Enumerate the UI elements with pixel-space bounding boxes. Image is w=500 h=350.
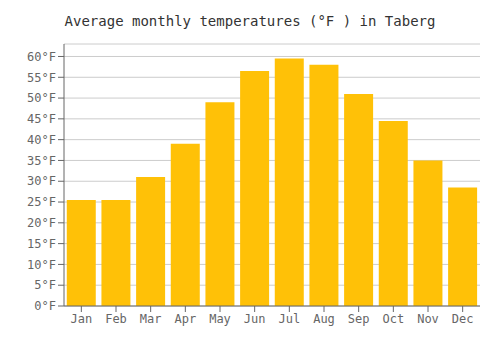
svg-text:Jan: Jan: [70, 312, 92, 326]
svg-text:Oct: Oct: [382, 312, 404, 326]
svg-text:30°F: 30°F: [27, 174, 56, 188]
svg-text:10°F: 10°F: [27, 258, 56, 272]
svg-text:15°F: 15°F: [27, 237, 56, 251]
svg-text:60°F: 60°F: [27, 50, 56, 64]
svg-text:Apr: Apr: [174, 312, 196, 326]
svg-text:55°F: 55°F: [27, 71, 56, 85]
svg-text:45°F: 45°F: [27, 112, 56, 126]
svg-text:40°F: 40°F: [27, 133, 56, 147]
svg-text:Mar: Mar: [140, 312, 162, 326]
svg-text:Aug: Aug: [313, 312, 335, 326]
svg-text:Jul: Jul: [278, 312, 300, 326]
svg-text:May: May: [209, 312, 231, 326]
svg-text:25°F: 25°F: [27, 195, 56, 209]
svg-text:Jun: Jun: [244, 312, 266, 326]
svg-text:Sep: Sep: [348, 312, 370, 326]
svg-text:Nov: Nov: [417, 312, 439, 326]
svg-text:5°F: 5°F: [34, 278, 56, 292]
svg-text:Feb: Feb: [105, 312, 127, 326]
svg-text:50°F: 50°F: [27, 91, 56, 105]
html-text:Average monthly temperatures (: Average monthly temperatures (°F ) in Ta…: [64, 13, 436, 29]
svg-text:20°F: 20°F: [27, 216, 56, 230]
svg-text:Dec: Dec: [452, 312, 474, 326]
svg-text:0°F: 0°F: [34, 299, 56, 313]
svg-text:35°F: 35°F: [27, 154, 56, 168]
